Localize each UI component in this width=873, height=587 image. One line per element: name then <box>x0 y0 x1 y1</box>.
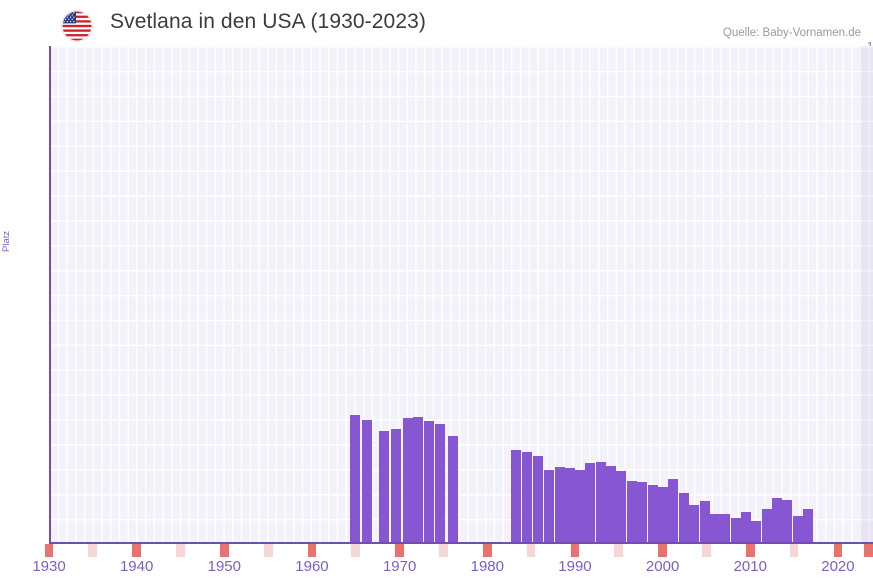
x-tick-major-1980 <box>482 544 492 557</box>
x-axis-label-1960: 1960 <box>295 558 329 575</box>
page-title: Svetlana in den USA (1930-2023) <box>110 10 426 33</box>
x-axis-labels: 1930 1940 1950 1960 1970 1980 1990 2000 2010 2020 <box>32 558 873 586</box>
x-axis-label-1950: 1950 <box>207 558 241 575</box>
x-axis-tick-strip <box>44 544 873 557</box>
bar-1998[interactable] <box>637 482 647 544</box>
bar-2005[interactable] <box>710 514 720 544</box>
bar-2002[interactable] <box>679 493 689 544</box>
x-axis-line <box>49 542 873 544</box>
x-tick-major-1930 <box>44 544 54 557</box>
x-axis-label-1930: 1930 <box>32 558 66 575</box>
x-tick-minor-1955 <box>263 544 273 557</box>
x-axis-label-2020: 2020 <box>821 558 855 575</box>
us-flag-icon <box>62 11 92 41</box>
x-axis-label-1970: 1970 <box>382 558 417 575</box>
bar-1990[interactable] <box>555 467 565 544</box>
bar-1989[interactable] <box>544 470 554 544</box>
bar-2007[interactable] <box>731 518 741 544</box>
bar-2008[interactable] <box>741 512 751 544</box>
bar-2000[interactable] <box>658 487 668 544</box>
x-axis-label-1940: 1940 <box>119 558 154 575</box>
bar-2011[interactable] <box>772 498 782 544</box>
bar-1972[interactable] <box>424 421 434 544</box>
bar-1969[interactable] <box>391 429 401 544</box>
x-tick-minor-2015 <box>789 544 799 557</box>
bar-1965[interactable] <box>350 415 360 544</box>
x-tick-major-1940 <box>132 544 142 557</box>
bar-1966[interactable] <box>362 420 372 544</box>
x-tick-minor-1945 <box>176 544 185 557</box>
bar-2004[interactable] <box>700 501 710 544</box>
x-tick-major-end <box>864 544 873 557</box>
x-axis-label-1980: 1980 <box>470 558 504 575</box>
x-tick-major-1990 <box>570 544 580 557</box>
x-tick-major-2000 <box>658 544 667 557</box>
bar-1997[interactable] <box>627 481 637 544</box>
bar-1999[interactable] <box>648 485 658 544</box>
bar-2006[interactable] <box>720 514 730 544</box>
x-tick-major-1950 <box>219 544 229 557</box>
x-tick-major-1970 <box>395 544 404 557</box>
bar-1988[interactable] <box>533 456 543 544</box>
bar-2012[interactable] <box>782 500 792 544</box>
bar-2014[interactable] <box>803 509 813 544</box>
bar-1995[interactable] <box>606 466 616 544</box>
x-tick-minor-1975 <box>439 544 448 557</box>
bar-1991[interactable] <box>565 468 575 544</box>
bar-2010[interactable] <box>762 509 772 544</box>
x-tick-minor-2005 <box>702 544 711 557</box>
chart-header: Svetlana in den USA (1930-2023) Quelle: … <box>0 0 873 46</box>
bar-1973[interactable] <box>435 424 445 544</box>
x-axis-label-2000: 2000 <box>645 558 680 575</box>
y-axis-title: Platz <box>1 230 12 252</box>
x-tick-minor-1995 <box>614 544 624 557</box>
plot-grid-background <box>49 46 873 544</box>
source-attribution: Quelle: Baby-Vornamen.de <box>722 27 861 39</box>
x-tick-minor-1935 <box>88 544 98 557</box>
bar-2001[interactable] <box>668 479 678 544</box>
x-tick-minor-1965 <box>351 544 361 557</box>
bar-1974[interactable] <box>448 436 458 544</box>
bar-1970[interactable] <box>403 418 413 544</box>
bar-1992[interactable] <box>575 470 585 544</box>
bar-1996[interactable] <box>616 471 626 544</box>
bar-1993[interactable] <box>585 463 595 544</box>
plot-area <box>49 46 873 544</box>
x-tick-major-2020 <box>833 544 843 557</box>
bar-1971[interactable] <box>413 417 423 544</box>
bar-1994[interactable] <box>596 462 606 544</box>
bar-2013[interactable] <box>793 516 803 544</box>
bar-1968[interactable] <box>379 431 389 544</box>
bar-2003[interactable] <box>689 505 699 544</box>
x-axis-label-2010: 2010 <box>733 558 767 575</box>
bar-1986[interactable] <box>522 452 532 544</box>
x-tick-major-2010 <box>745 544 755 557</box>
x-tick-major-1960 <box>307 544 317 557</box>
y-axis-line <box>49 46 51 544</box>
bar-1985[interactable] <box>511 450 521 544</box>
forecast-shaded-region <box>859 46 873 544</box>
bar-2009[interactable] <box>751 521 761 544</box>
x-axis-label-1990: 1990 <box>558 558 592 575</box>
x-tick-minor-1985 <box>526 544 536 557</box>
